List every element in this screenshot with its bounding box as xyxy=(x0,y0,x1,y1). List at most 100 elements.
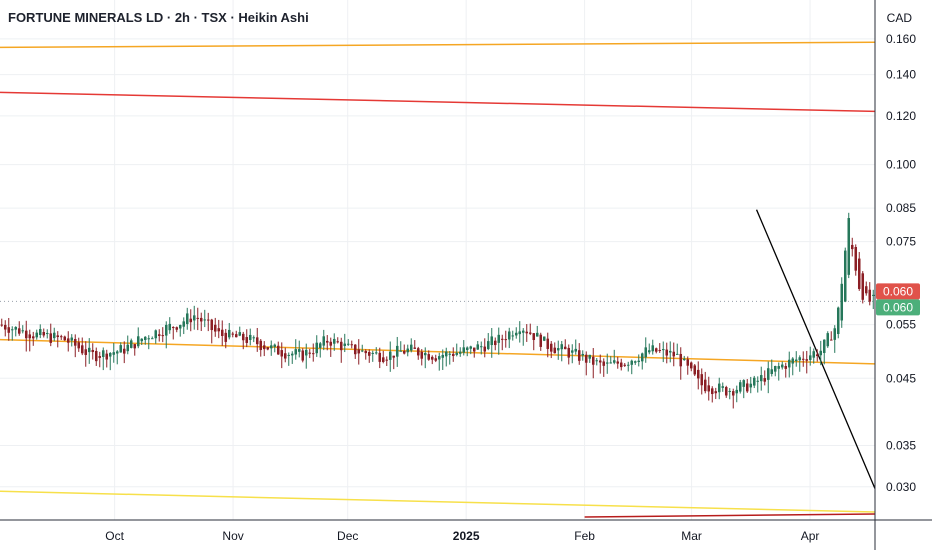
candle-body xyxy=(168,323,172,331)
x-tick-label: 2025 xyxy=(453,529,480,543)
orange-lower-line xyxy=(0,338,876,365)
candle-body xyxy=(756,380,760,382)
candle-body xyxy=(192,315,196,321)
candle-body xyxy=(287,354,291,356)
candle-body xyxy=(661,349,665,351)
candle-body xyxy=(42,332,46,336)
candle-body xyxy=(738,382,742,392)
yellow-line xyxy=(0,490,876,513)
candle-body xyxy=(563,346,567,350)
last-price-label: 0.060 xyxy=(883,284,913,298)
candles xyxy=(0,212,875,409)
candle-body xyxy=(574,348,578,352)
candle-body xyxy=(87,347,91,353)
candle-body xyxy=(178,324,182,329)
candle-body xyxy=(833,328,837,340)
candle-body xyxy=(413,347,417,349)
candle-body xyxy=(203,319,207,321)
candle-body xyxy=(791,358,795,364)
candle-body xyxy=(444,351,448,357)
candle-body xyxy=(336,341,340,343)
y-tick-label: 0.120 xyxy=(886,109,916,123)
candle-body xyxy=(108,353,112,357)
candle-body xyxy=(38,329,42,335)
candle-body xyxy=(364,350,368,354)
candle-body xyxy=(10,329,14,331)
y-tick-label: 0.045 xyxy=(886,371,916,385)
candle-body xyxy=(553,347,557,354)
candle-body xyxy=(353,344,357,355)
candle-body xyxy=(119,345,123,353)
candle-body xyxy=(122,348,126,354)
y-tick-label: 0.160 xyxy=(886,32,916,46)
last-price-badge xyxy=(876,283,920,300)
candle-body xyxy=(66,338,70,343)
candle-body xyxy=(171,327,175,329)
candle-body xyxy=(196,317,200,319)
candle-body xyxy=(689,362,693,369)
candle-body xyxy=(623,364,627,366)
candle-body xyxy=(94,350,98,362)
candle-body xyxy=(297,349,301,352)
candle-body xyxy=(581,353,585,356)
candle-body xyxy=(157,334,161,336)
candle-body xyxy=(395,345,399,357)
candle-body xyxy=(238,332,242,336)
candle-body xyxy=(682,358,686,361)
candle-body xyxy=(871,294,875,296)
candle-body xyxy=(479,346,483,348)
candle-body xyxy=(672,351,676,357)
candle-body xyxy=(714,391,718,394)
candle-body xyxy=(654,348,658,352)
candle-body xyxy=(710,388,714,395)
candle-body xyxy=(801,358,805,360)
last-price-badge xyxy=(876,299,920,316)
candle-body xyxy=(308,352,312,354)
candle-body xyxy=(245,337,249,343)
candle-body xyxy=(234,334,238,338)
x-tick-label: Dec xyxy=(337,529,358,543)
candle-body xyxy=(427,354,431,360)
trend-line xyxy=(755,209,876,489)
candle-body xyxy=(854,247,858,271)
candle-body xyxy=(329,341,333,346)
x-tick-label: Feb xyxy=(574,529,595,543)
candle-body xyxy=(325,340,329,343)
candle-body xyxy=(115,351,119,354)
candle-body xyxy=(273,344,277,347)
candle-body xyxy=(367,352,371,356)
candle-body xyxy=(252,337,256,339)
candle-body xyxy=(518,331,522,335)
candle-body xyxy=(17,328,21,334)
candle-body xyxy=(231,333,235,335)
candle-body xyxy=(679,353,683,367)
y-tick-label: 0.035 xyxy=(886,439,916,453)
candle-body xyxy=(630,360,634,365)
candle-body xyxy=(843,250,847,302)
candle-body xyxy=(591,356,595,365)
candle-body xyxy=(693,365,697,375)
candle-body xyxy=(528,332,532,334)
candle-body xyxy=(829,339,833,341)
currency-label[interactable]: CAD xyxy=(886,11,912,25)
candle-body xyxy=(784,365,788,369)
candle-body xyxy=(199,317,203,322)
x-tick-label: Apr xyxy=(801,529,820,543)
candle-body xyxy=(217,328,221,332)
candle-body xyxy=(570,350,574,353)
candle-body xyxy=(700,374,704,386)
candle-body xyxy=(840,283,844,321)
candle-body xyxy=(752,377,756,386)
candle-body xyxy=(812,351,816,358)
candle-body xyxy=(717,383,721,393)
drawn-lines xyxy=(0,41,876,518)
candle-body xyxy=(476,344,480,350)
x-tick-label: Mar xyxy=(681,529,702,543)
candle-body xyxy=(819,350,823,356)
candle-body xyxy=(598,360,602,363)
candle-body xyxy=(847,218,851,275)
candle-body xyxy=(602,361,606,366)
